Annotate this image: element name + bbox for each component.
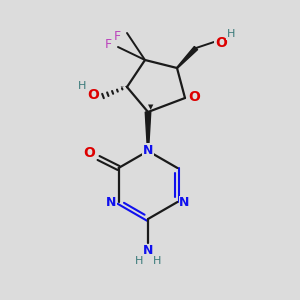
Text: H: H (153, 256, 161, 266)
Polygon shape (145, 112, 151, 151)
Text: ···: ··· (119, 83, 127, 92)
Text: F: F (104, 38, 112, 50)
Text: H: H (227, 29, 235, 39)
Text: N: N (179, 196, 190, 209)
Text: O: O (215, 36, 227, 50)
Text: O: O (84, 146, 95, 160)
Polygon shape (177, 46, 198, 68)
Text: H: H (78, 81, 86, 91)
Text: N: N (106, 196, 117, 209)
Text: N: N (143, 244, 153, 257)
Text: F: F (113, 29, 121, 43)
Text: O: O (188, 90, 200, 104)
Text: O: O (87, 88, 99, 102)
Text: N: N (143, 143, 153, 157)
Text: H: H (135, 256, 143, 266)
Text: ▼: ▼ (148, 104, 154, 110)
